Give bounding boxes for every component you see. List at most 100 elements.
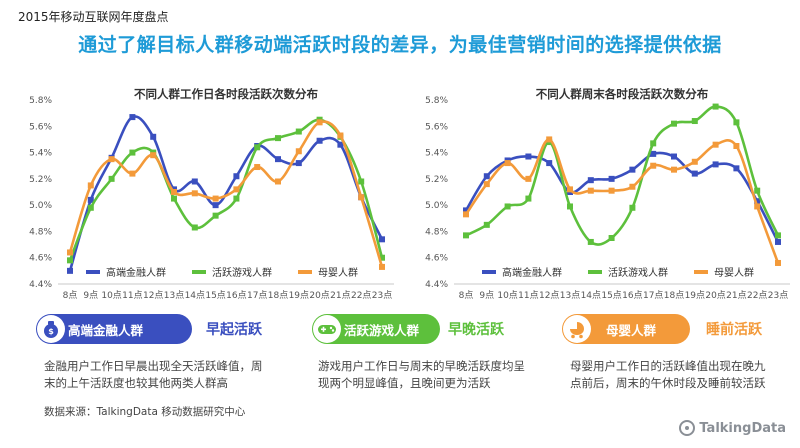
data-point — [379, 263, 385, 270]
logo-text: TalkingData — [699, 420, 786, 436]
x-tick-label: 8点 — [63, 290, 78, 301]
data-point — [275, 156, 281, 163]
data-point — [650, 162, 657, 169]
data-point — [525, 175, 532, 182]
data-point — [650, 140, 657, 147]
data-point — [691, 170, 698, 177]
x-tick-label: 13点 — [164, 290, 184, 301]
x-tick-label: 14点 — [185, 290, 205, 301]
data-point — [546, 160, 553, 167]
data-point — [754, 198, 761, 205]
data-point — [108, 175, 115, 182]
data-point — [587, 177, 594, 184]
data-point — [337, 132, 344, 139]
x-tick-label: 21点 — [330, 290, 350, 301]
persona-gamer-desc: 游戏用户工作日与周末的早晚活跃度均呈 现两个明显峰值，且晚间更为活跃 — [318, 359, 525, 390]
data-point — [87, 196, 94, 203]
x-tick-label: 19点 — [289, 290, 309, 301]
y-tick-label: 4.6% — [425, 254, 448, 264]
data-point — [525, 195, 532, 202]
data-point — [358, 194, 365, 201]
data-point — [775, 232, 781, 239]
data-point — [108, 156, 115, 163]
persona-finance-label: 高端金融人群 — [68, 322, 144, 338]
data-point — [67, 257, 73, 264]
data-point — [483, 181, 490, 188]
data-point — [295, 148, 302, 155]
data-point — [525, 153, 532, 160]
x-tick-label: 19点 — [685, 290, 705, 301]
series-line-0 — [464, 151, 780, 243]
legend-label: 高端金融人群 — [106, 266, 166, 279]
x-tick-label: 20点 — [309, 290, 329, 301]
data-point — [191, 190, 198, 197]
data-point — [337, 141, 344, 148]
series-line-2 — [68, 120, 384, 268]
data-point — [775, 259, 781, 266]
persona-mother-tag: 睡前活跃 — [706, 322, 762, 338]
stroller-icon — [562, 314, 592, 344]
data-point — [650, 150, 657, 157]
data-point — [754, 203, 761, 210]
y-tick-label: 5.2% — [425, 175, 448, 185]
legend-label: 高端金融人群 — [502, 266, 562, 279]
legend-label: 母婴人群 — [318, 266, 358, 279]
data-point — [504, 203, 511, 210]
data-point — [712, 103, 719, 110]
x-tick-label: 9点 — [479, 290, 494, 301]
y-tick-label: 4.4% — [425, 280, 448, 290]
series-line-1 — [465, 105, 780, 246]
svg-text:$: $ — [48, 327, 54, 336]
data-point — [463, 207, 469, 214]
data-point — [567, 203, 573, 210]
x-tick-label: 17点 — [247, 290, 267, 301]
data-point — [775, 238, 781, 245]
x-tick-label: 11点 — [122, 290, 142, 301]
page-headline: 通过了解目标人群移动端活跃时段的差异，为最佳营销时间的选择提供依据 — [78, 34, 722, 56]
data-point — [129, 114, 136, 121]
x-tick-label: 17点 — [643, 290, 663, 301]
data-point — [608, 235, 615, 241]
x-tick-label: 22点 — [351, 290, 371, 301]
persona-finance-tag: 早起活跃 — [206, 322, 262, 338]
persona-gamer-label: 活跃游戏人群 — [344, 322, 420, 338]
series-line-0 — [68, 115, 384, 272]
data-point — [67, 249, 73, 256]
data-point — [712, 141, 719, 148]
data-point — [191, 178, 198, 185]
data-point — [546, 136, 553, 143]
page-top-title: 2015年移动互联网年度盘点 — [18, 10, 169, 24]
y-tick-label: 5.4% — [29, 149, 52, 159]
x-tick-label: 8点 — [459, 290, 474, 301]
data-point — [233, 186, 240, 193]
data-point — [671, 120, 677, 127]
x-tick-label: 11点 — [518, 290, 538, 301]
x-tick-label: 10点 — [101, 290, 121, 301]
data-point — [171, 189, 177, 195]
chart-title: 不同人群周末各时段活跃次数分布 — [536, 87, 709, 101]
data-point — [379, 254, 385, 261]
x-tick-label: 14点 — [581, 290, 601, 301]
persona-mother-label: 母婴人群 — [606, 322, 657, 338]
data-point — [483, 173, 490, 180]
persona-gamer-badge: 活跃游戏人群 — [312, 314, 440, 344]
series-line-1 — [68, 118, 384, 261]
x-tick-label: 10点 — [497, 290, 517, 301]
data-point — [150, 133, 157, 140]
persona-finance-badge: $ 高端金融人群 — [36, 314, 192, 344]
data-point — [671, 166, 677, 173]
persona-mother-badge: 母婴人群 — [562, 314, 690, 344]
x-tick-label: 21点 — [726, 290, 746, 301]
data-point — [504, 160, 511, 167]
data-point — [129, 170, 136, 177]
data-point — [233, 195, 240, 202]
y-tick-label: 4.8% — [425, 227, 448, 237]
data-point — [587, 187, 594, 194]
y-tick-label: 5.8% — [29, 96, 52, 106]
data-point — [712, 161, 719, 168]
data-point — [295, 128, 302, 135]
data-point — [671, 153, 677, 160]
data-point — [87, 204, 94, 211]
x-tick-label: 12点 — [539, 290, 559, 301]
x-tick-label: 12点 — [143, 290, 163, 301]
